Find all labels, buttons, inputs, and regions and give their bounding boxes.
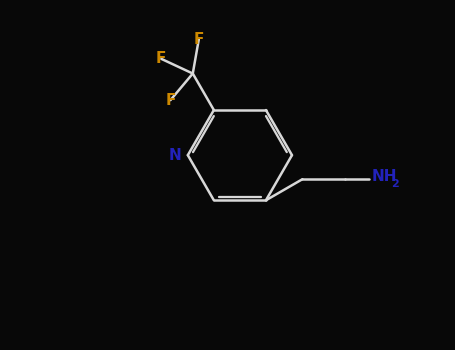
Text: 2: 2 — [391, 179, 399, 189]
Text: N: N — [169, 148, 182, 163]
Text: F: F — [165, 93, 176, 108]
Text: F: F — [156, 51, 167, 66]
Text: F: F — [194, 32, 204, 47]
Text: NH: NH — [372, 169, 397, 184]
